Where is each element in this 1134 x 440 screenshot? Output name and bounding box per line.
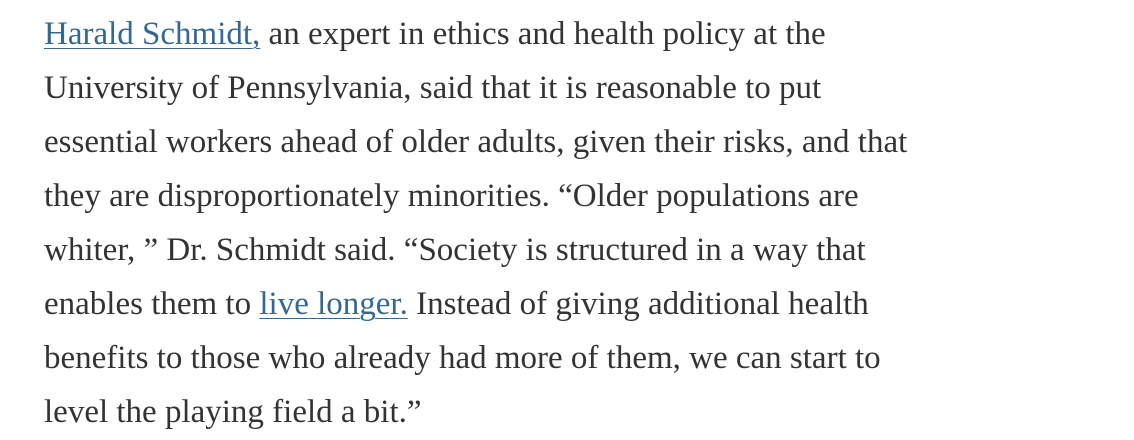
text-run: an expert in ethics and health policy at… <box>260 16 826 52</box>
text-run: University of Pennsylvania, said that it… <box>44 70 822 106</box>
text-run: Instead of giving additional health <box>407 286 869 322</box>
text-line: level the playing field a bit.” <box>44 385 907 439</box>
link[interactable]: Harald Schmidt, <box>44 16 261 52</box>
text-line: Harald Schmidt, an expert in ethics and … <box>44 7 907 61</box>
text-line: benefits to those who already had more o… <box>44 331 907 385</box>
text-run: level the playing field a bit.” <box>44 394 422 430</box>
text-run: benefits to those who already had more o… <box>44 340 881 376</box>
text-run: they are disproportionately minorities. … <box>44 178 859 214</box>
text-line: essential workers ahead of older adults,… <box>44 115 907 169</box>
article-paragraph: Harald Schmidt, an expert in ethics and … <box>44 7 907 439</box>
text-line: they are disproportionately minorities. … <box>44 169 907 223</box>
text-run: enables them to <box>44 286 260 322</box>
link[interactable]: live longer. <box>259 286 408 322</box>
text-run: whiter, ” Dr. Schmidt said. “Society is … <box>44 232 866 268</box>
text-line: whiter, ” Dr. Schmidt said. “Society is … <box>44 223 907 277</box>
text-line: University of Pennsylvania, said that it… <box>44 61 907 115</box>
text-run: essential workers ahead of older adults,… <box>44 124 908 160</box>
text-line: enables them to live longer. Instead of … <box>44 277 907 331</box>
